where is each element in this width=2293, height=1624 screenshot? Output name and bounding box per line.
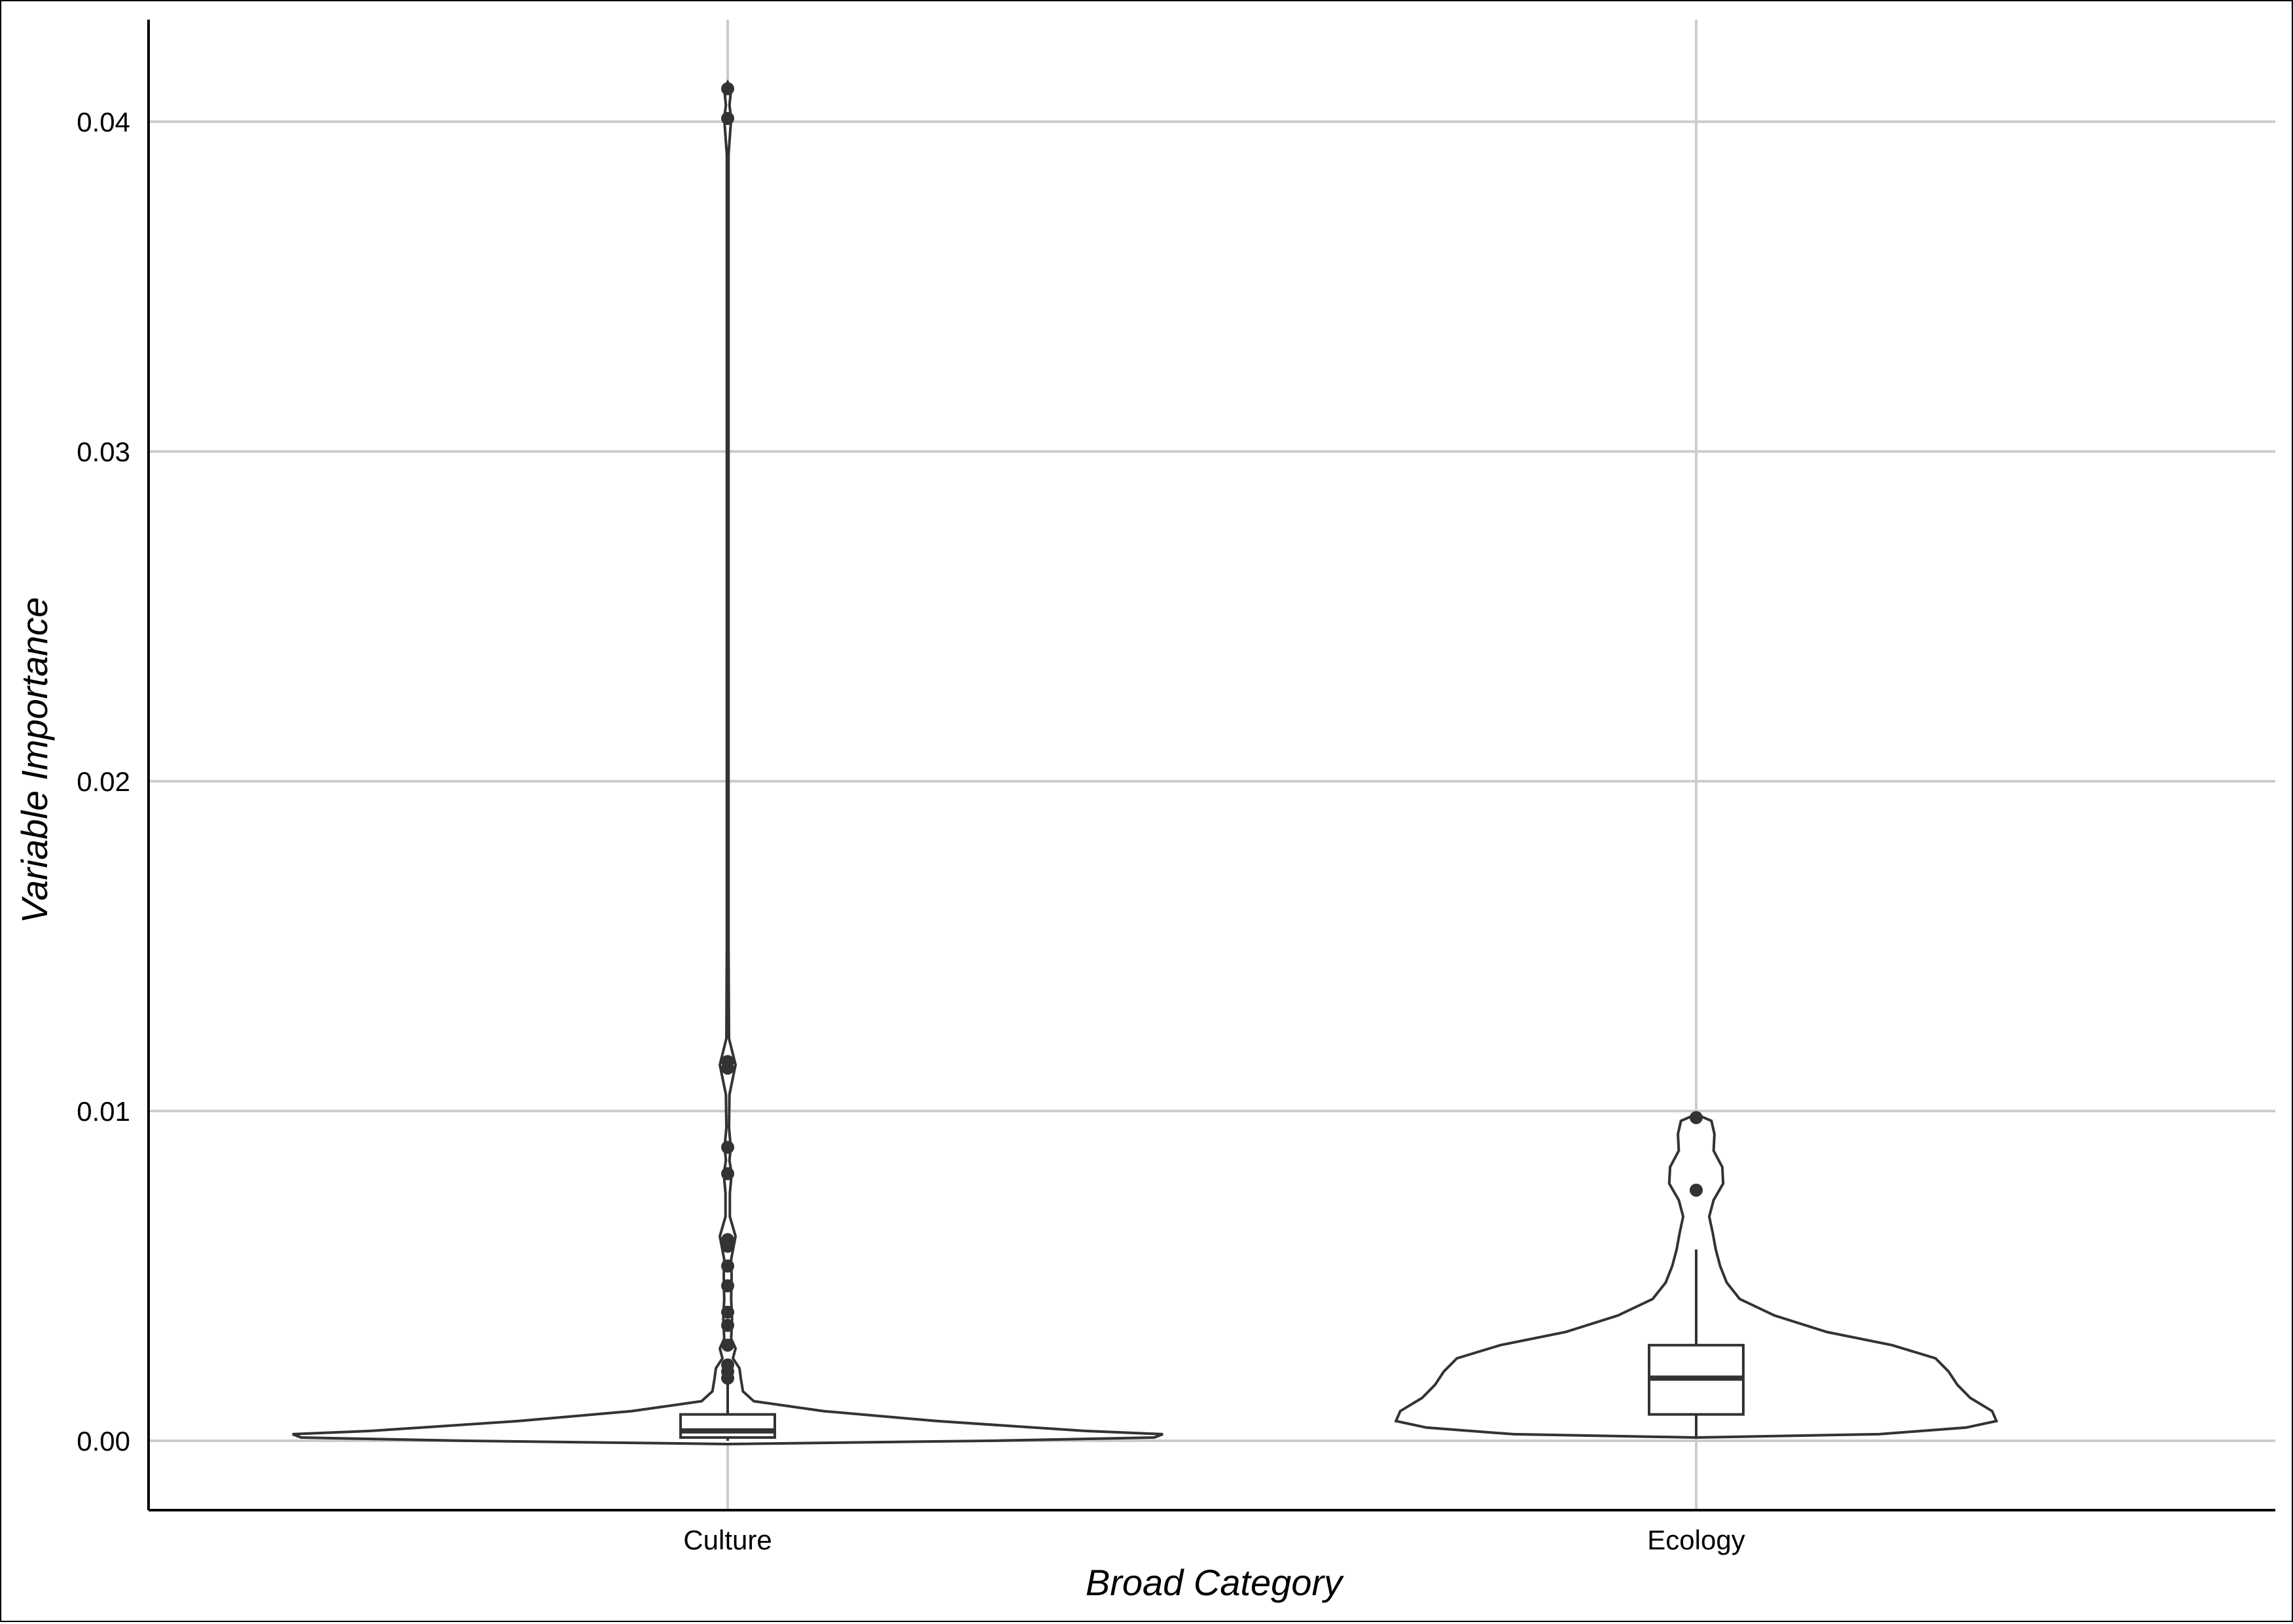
y-tick-label: 0.03 bbox=[77, 436, 130, 467]
outlier-point bbox=[721, 1239, 734, 1253]
gridlines bbox=[149, 20, 2275, 1510]
y-tick-labels: 0.00 0.01 0.02 0.03 0.04 bbox=[77, 107, 130, 1456]
outlier-point bbox=[1690, 1111, 1703, 1125]
outlier-point bbox=[721, 1338, 734, 1352]
outlier-point bbox=[721, 111, 734, 125]
violins bbox=[292, 79, 1999, 1446]
violin-group-culture bbox=[292, 79, 1164, 1446]
y-tick-label: 0.01 bbox=[77, 1096, 130, 1127]
x-tick-labels: Culture Ecology bbox=[683, 1525, 1745, 1555]
outlier-point bbox=[721, 1259, 734, 1273]
outlier-point bbox=[721, 1318, 734, 1332]
outlier-point bbox=[721, 1305, 734, 1319]
outlier-point bbox=[721, 1279, 734, 1293]
y-tick-label: 0.02 bbox=[77, 766, 130, 797]
outlier-point bbox=[721, 82, 734, 96]
x-tick-label: Culture bbox=[683, 1525, 772, 1555]
x-axis-title: Broad Category bbox=[1086, 1562, 1344, 1603]
outlier-point bbox=[721, 1371, 734, 1385]
violin-shape bbox=[292, 79, 1164, 1446]
outlier-point bbox=[721, 1140, 734, 1154]
outlier-point bbox=[721, 1061, 734, 1075]
box-iqr bbox=[679, 1413, 776, 1439]
axes bbox=[147, 20, 2275, 1511]
y-tick-label: 0.04 bbox=[77, 107, 130, 137]
y-tick-label: 0.00 bbox=[77, 1426, 130, 1456]
violin-group-ecology bbox=[1394, 1111, 1999, 1439]
outlier-point bbox=[721, 1167, 734, 1180]
x-tick-label: Ecology bbox=[1647, 1525, 1745, 1555]
outlier-point bbox=[1690, 1183, 1703, 1197]
y-axis-title: Variable Importance bbox=[14, 597, 55, 923]
